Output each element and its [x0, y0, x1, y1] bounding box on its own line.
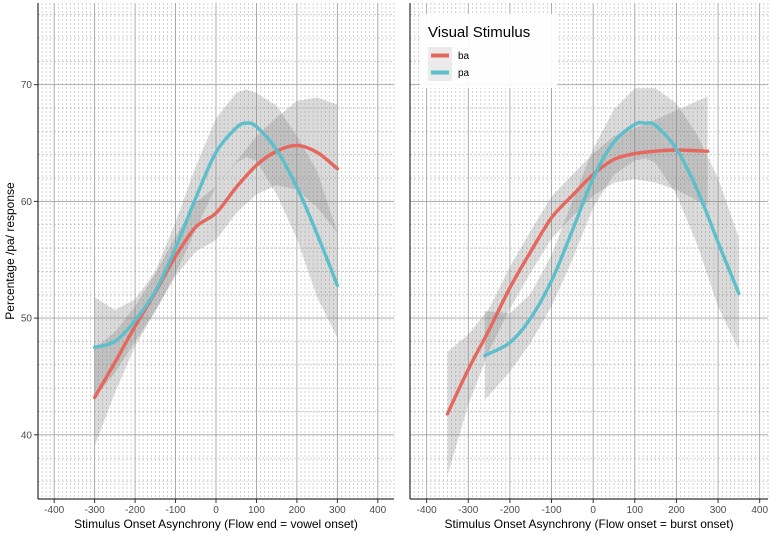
x-tick-label: -200: [125, 505, 145, 516]
x-tick-label: 100: [248, 505, 265, 516]
ribbon-ba: [447, 96, 708, 476]
legend-title: Visual Stimulus: [428, 24, 530, 41]
y-tick-label: 40: [21, 430, 33, 441]
x-tick-label: -100: [166, 505, 186, 516]
x-tick-label: 0: [213, 505, 219, 516]
legend-label-ba: ba: [458, 51, 470, 62]
panel-right-grid: [409, 3, 769, 499]
legend: Visual Stimulus ba pa: [420, 14, 557, 88]
panel-right-x-ticks: -400 -300 -200 -100 0 100 200 300 400: [417, 499, 768, 516]
panel-right-x-axis-title: Stimulus Onset Asynchrony (Flow onset = …: [444, 517, 733, 531]
ribbon-pa: [484, 88, 739, 400]
y-tick-label: 70: [21, 80, 33, 91]
x-tick-label: 200: [668, 505, 685, 516]
panel-left: -400 -300 -200 -100 0 100 200 300 400 40 50 60 70 S…: [21, 3, 395, 531]
line-pa: [92, 121, 340, 349]
x-tick-label: 300: [710, 505, 727, 516]
panel-left-lines: [92, 121, 340, 400]
panel-right-ribbons: [447, 88, 739, 476]
x-tick-label: -100: [542, 505, 562, 516]
x-tick-label: 100: [626, 505, 643, 516]
x-tick-label: -400: [417, 505, 437, 516]
y-tick-label: 50: [21, 314, 33, 325]
x-tick-label: 400: [751, 505, 768, 516]
panel-left-x-ticks: -400 -300 -200 -100 0 100 200 300 400: [44, 499, 387, 516]
y-tick-label: 60: [21, 197, 33, 208]
line-ba: [445, 148, 710, 416]
x-tick-label: 200: [289, 505, 306, 516]
panel-right-lines: [445, 120, 741, 416]
panel-left-grid: [37, 3, 395, 499]
x-tick-label: -200: [500, 505, 520, 516]
line-pa: [483, 120, 741, 358]
ribbon-ba: [94, 97, 338, 447]
ribbon-pa: [94, 89, 338, 398]
x-tick-label: -400: [44, 505, 64, 516]
panel-left-ribbons: [94, 89, 338, 447]
y-axis-title: Percentage /pa/ response: [3, 182, 17, 320]
x-tick-label: 300: [329, 505, 346, 516]
legend-label-pa: pa: [458, 68, 470, 79]
panel-left-y-ticks: 40 50 60 70: [21, 80, 38, 441]
x-tick-label: 400: [369, 505, 386, 516]
panel-right: -400 -300 -200 -100 0 100 200 300 400 Stimulus O…: [409, 3, 769, 531]
x-tick-label: -300: [458, 505, 478, 516]
panel-left-x-axis-title: Stimulus Onset Asynchrony (Flow end = vo…: [74, 517, 358, 531]
x-tick-label: -300: [85, 505, 105, 516]
line-ba: [92, 143, 340, 400]
x-tick-label: 0: [590, 505, 596, 516]
